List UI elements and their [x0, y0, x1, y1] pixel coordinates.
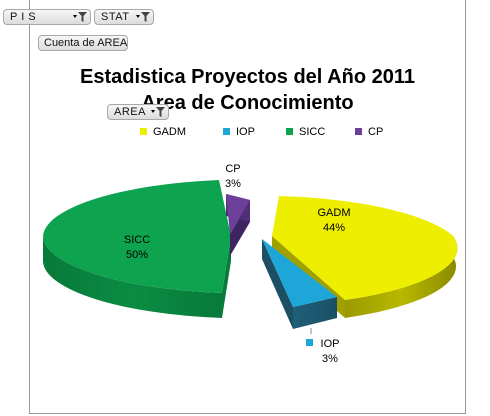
legend-swatch [286, 128, 293, 135]
data-label-iop-name: IOP [321, 338, 340, 350]
chart-title-line1: Estadistica Proyectos del Año 2011 [80, 66, 415, 88]
legend-label-sicc: SICC [299, 126, 326, 138]
stat-filter-label: STAT [101, 11, 130, 23]
legend-item-iop: IOP [223, 126, 255, 138]
legend-label-iop: IOP [236, 126, 255, 138]
area-filter-label: AREA [114, 106, 146, 118]
slice-top [226, 194, 250, 234]
legend-label-cp: CP [368, 126, 384, 138]
slice-top [272, 196, 458, 300]
pie-slice-iop [262, 239, 337, 329]
slice-top [262, 239, 337, 307]
slice-side [43, 237, 222, 318]
slice-side [262, 239, 293, 329]
data-label-cp-name: CP [225, 163, 240, 175]
legend-swatch [355, 128, 362, 135]
pie-slice-cp [226, 194, 250, 256]
slice-side [345, 235, 458, 318]
pis-filter-button[interactable]: P I S [3, 9, 91, 25]
pie-slice-sicc [43, 180, 231, 318]
filter-dropdown-icon [151, 107, 165, 117]
legend-item-sicc: SICC [286, 126, 325, 138]
slice-cut-face [222, 236, 231, 318]
value-field-button[interactable]: Cuenta de AREA [38, 35, 128, 51]
data-label-gadm-value: 44% [323, 222, 345, 234]
data-label-iop-value: 3% [322, 353, 338, 365]
chart-title-line2: Area de Conocimiento [141, 92, 354, 114]
data-label-sicc-name: SICC [124, 234, 150, 246]
slice-side [293, 297, 337, 329]
legend-item-gadm: GADM [140, 126, 186, 138]
legend-swatch [140, 128, 147, 135]
legend-item-cp: CP [355, 126, 383, 138]
pis-filter-label: P I S [10, 11, 37, 23]
data-label-sicc-value: 50% [126, 249, 148, 261]
filter-dropdown-icon [136, 12, 150, 22]
iop-label-marker [306, 339, 313, 346]
slice-top [43, 180, 231, 293]
data-label-cp-value: 3% [225, 178, 241, 190]
legend-swatch [223, 128, 230, 135]
area-filter-button[interactable]: AREA [107, 104, 169, 120]
value-field-label: Cuenta de AREA [44, 37, 128, 49]
stat-filter-button[interactable]: STAT [94, 9, 154, 25]
filter-dropdown-icon [73, 12, 87, 22]
legend-label-gadm: GADM [153, 126, 186, 138]
data-label-gadm-name: GADM [318, 207, 351, 219]
